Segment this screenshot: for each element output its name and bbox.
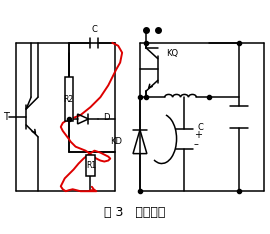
Text: +: + [194, 130, 202, 140]
Text: D: D [103, 113, 110, 121]
Bar [86, 155, 95, 176]
Text: T: T [4, 112, 9, 122]
Text: R1: R1 [86, 161, 96, 170]
Bar [65, 77, 73, 121]
Text: C: C [92, 25, 97, 34]
Text: KD: KD [110, 137, 122, 146]
Text: R2: R2 [64, 95, 74, 104]
Text: –: – [194, 139, 199, 149]
Text: 图 3   缓冲电路: 图 3 缓冲电路 [104, 205, 166, 219]
Text: C: C [197, 123, 203, 132]
Text: KQ: KQ [166, 49, 178, 58]
